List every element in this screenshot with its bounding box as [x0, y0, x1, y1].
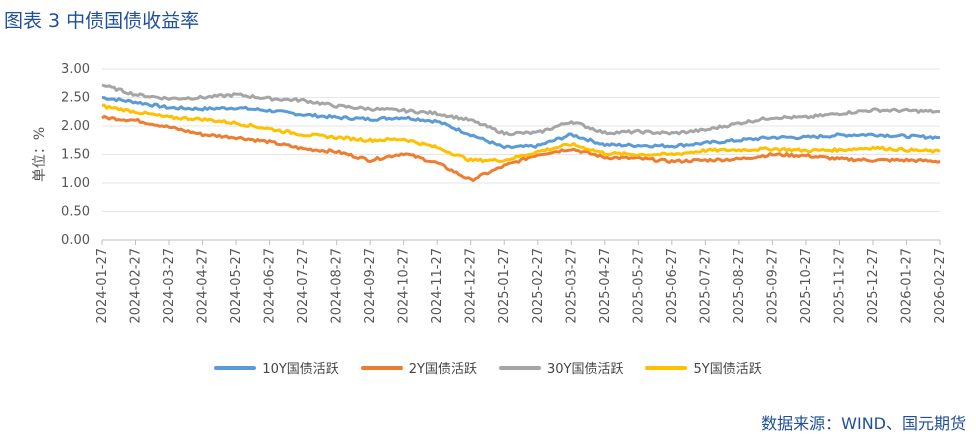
y-tick-label: 0.50	[61, 205, 90, 220]
x-tick-label: 2024-05-27	[229, 248, 244, 324]
y-axis-label: 单位：%	[32, 127, 48, 182]
x-tick-label: 2024-09-27	[363, 248, 378, 324]
y-tick-label: 2.00	[61, 119, 90, 134]
legend-label: 30Y国债活跃	[547, 362, 624, 377]
y-tick-label: 1.00	[61, 176, 90, 191]
x-tick-label: 2024-06-27	[263, 248, 278, 324]
legend-item: 2Y国债活跃	[360, 358, 477, 377]
data-source: 数据来源：WIND、国元期货	[761, 414, 966, 433]
x-tick-labels: 2024-01-27 2024-02-27 2024-03-27 2024-04-27…	[95, 240, 948, 324]
x-tick-label: 2024-12-27	[464, 248, 479, 324]
y-tick-label: 3.00	[61, 62, 90, 77]
x-tick-label: 2024-02-27	[129, 248, 144, 324]
x-tick-label: 2024-01-27	[95, 248, 110, 324]
y-tick-label: 1.50	[61, 148, 90, 163]
series-line	[102, 103, 941, 164]
x-tick-label: 2026-02-27	[933, 248, 948, 324]
x-tick-label: 2024-04-27	[196, 248, 211, 324]
y-tick-label: 0.00	[61, 233, 90, 248]
x-tick-label: 2025-09-27	[765, 248, 780, 324]
legend-label: 10Y国债活跃	[262, 362, 339, 377]
x-tick-label: 2025-01-27	[497, 248, 512, 324]
series-line	[101, 114, 941, 183]
legend-item: 5Y国债活跃	[645, 358, 762, 377]
x-tick-label: 2025-06-27	[665, 248, 680, 324]
x-tick-label: 2026-01-27	[899, 248, 914, 324]
x-tick-label: 2025-02-27	[531, 248, 546, 324]
legend: 10Y国债活跃 2Y国债活跃 30Y国债活跃 5Y国债活跃	[0, 358, 976, 377]
legend-item: 30Y国债活跃	[499, 358, 623, 377]
x-tick-label: 2024-07-27	[296, 248, 311, 324]
legend-label: 2Y国债活跃	[408, 362, 477, 377]
chart-title: 图表 3 中债国债收益率	[4, 10, 200, 32]
x-tick-label: 2025-03-27	[564, 248, 579, 324]
legend-swatch	[645, 365, 688, 370]
legend-swatch	[360, 365, 403, 370]
y-tick-labels: 0.00 0.50 1.00 1.50 2.00 2.50 3.00	[61, 62, 90, 248]
x-tick-label: 2025-04-27	[598, 248, 613, 324]
x-tick-label: 2025-12-27	[866, 248, 881, 324]
series-lines	[101, 83, 941, 183]
legend-item: 10Y国债活跃	[214, 358, 339, 377]
x-tick-label: 2024-03-27	[162, 248, 177, 324]
legend-label: 5Y国债活跃	[693, 362, 762, 377]
y-tick-label: 2.50	[61, 91, 90, 106]
x-tick-label: 2025-07-27	[698, 248, 713, 324]
gridlines	[102, 68, 940, 212]
x-tick-label: 2025-10-27	[799, 248, 814, 324]
series-line	[101, 96, 941, 150]
x-tick-label: 2024-11-27	[430, 248, 445, 324]
x-tick-label: 2025-11-27	[832, 248, 847, 324]
legend-swatch	[499, 365, 541, 370]
series-line	[101, 83, 941, 137]
x-tick-label: 2024-10-27	[397, 248, 412, 324]
x-tick-label: 2025-08-27	[732, 248, 747, 324]
x-tick-label: 2025-05-27	[631, 248, 646, 324]
legend-swatch	[214, 365, 257, 370]
x-tick-label: 2024-08-27	[330, 248, 345, 324]
